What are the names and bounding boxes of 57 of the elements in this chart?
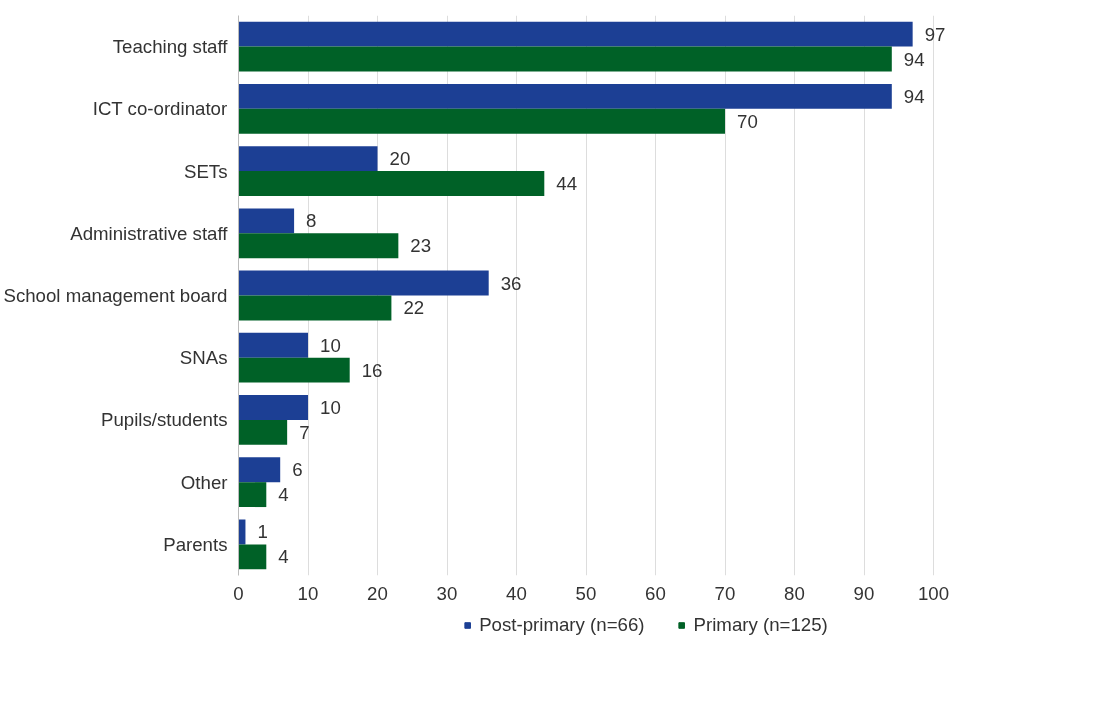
bar [238, 457, 281, 483]
data-label: 70 [737, 110, 758, 132]
x-tick-label: 40 [506, 582, 527, 604]
bar [238, 295, 392, 321]
data-label: 44 [556, 173, 578, 194]
x-tick-label: 20 [367, 582, 388, 604]
bar [238, 332, 308, 358]
bar [238, 419, 288, 445]
data-label: 8 [306, 210, 317, 232]
data-label: 1 [257, 521, 268, 543]
x-tick-label: 30 [436, 582, 458, 604]
legend-label: Post-primary (n=66) [479, 613, 645, 636]
data-label: 10 [320, 334, 341, 356]
bar [238, 208, 295, 234]
x-tick-label: 100 [917, 582, 950, 604]
bar [238, 108, 725, 134]
data-label: 22 [403, 297, 425, 319]
x-tick-label: 70 [714, 582, 736, 604]
bar [238, 357, 350, 383]
y-tick-label: Teaching staff [112, 36, 229, 58]
data-label: 16 [361, 359, 383, 381]
data-label: 7 [299, 421, 310, 443]
x-tick-label: 10 [297, 582, 319, 604]
y-tick-label: Administrative staff [70, 222, 229, 244]
bar [238, 544, 267, 570]
y-tick-label: School management board [3, 285, 228, 306]
bar [238, 146, 378, 172]
legend-label: Primary (n=125) [693, 613, 828, 636]
data-label: 6 [292, 459, 303, 481]
bar [238, 83, 892, 109]
data-label: 4 [278, 546, 289, 568]
bar [238, 46, 892, 72]
bar [238, 233, 399, 259]
bar [238, 395, 308, 420]
data-label: 23 [410, 235, 432, 257]
data-label: 94 [903, 48, 925, 70]
y-tick-label: SETs [183, 160, 228, 182]
y-tick-label: Parents [163, 533, 228, 555]
data-label: 4 [278, 484, 289, 506]
bar [238, 21, 913, 47]
bar [238, 171, 545, 196]
data-label: 36 [500, 272, 522, 294]
y-tick-label: Pupils/students [100, 409, 228, 431]
y-tick-label: Other [180, 471, 228, 493]
bar [238, 270, 489, 296]
x-tick-label: 90 [853, 582, 875, 604]
x-tick-label: 80 [784, 582, 805, 604]
data-label: 10 [320, 397, 341, 418]
data-label: 20 [389, 148, 411, 170]
x-tick-label: 50 [575, 582, 597, 604]
data-label: 97 [924, 23, 946, 45]
data-label: 94 [903, 85, 925, 107]
y-tick-label: ICT co-ordinator [92, 98, 228, 120]
x-tick-label: 60 [645, 582, 666, 604]
y-tick-label: SNAs [179, 347, 228, 369]
x-tick-label: 0 [233, 582, 244, 604]
bar [238, 482, 267, 508]
